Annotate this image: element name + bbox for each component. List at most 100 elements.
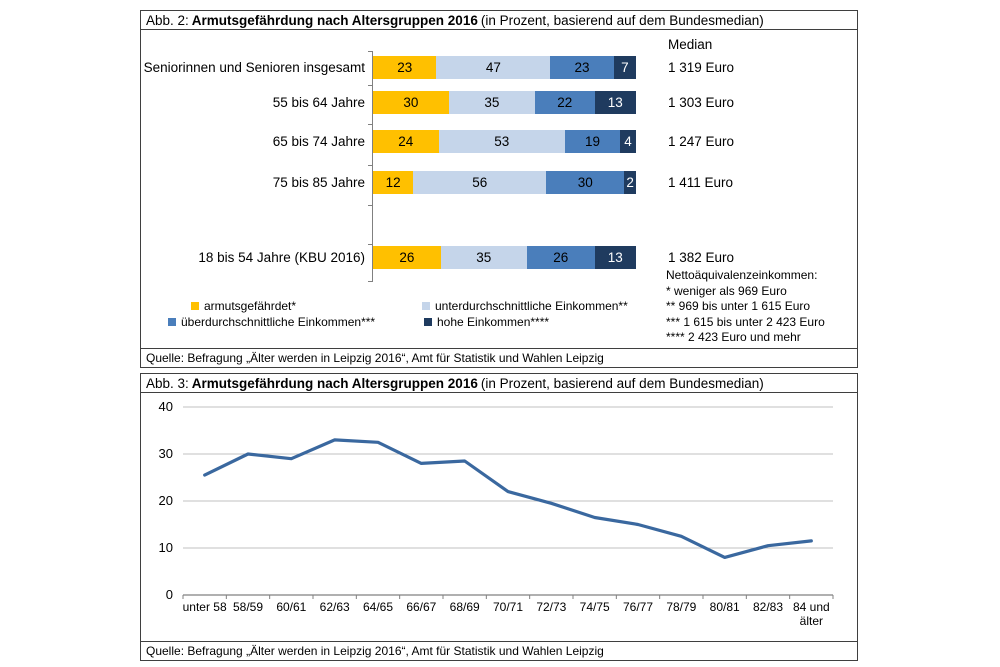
x-tick-label: unter 58 xyxy=(182,600,227,614)
y-tick-label: 20 xyxy=(158,493,173,508)
stacked-bar: 26 35 26 13 xyxy=(373,246,636,269)
bar-segment: 35 xyxy=(440,246,527,269)
bar-axis-tick xyxy=(368,124,373,125)
income-footnotes: Nettoäquivalenzeinkommen: * weniger als … xyxy=(666,268,825,346)
stacked-bar: 23 47 23 7 xyxy=(373,56,637,79)
x-tick-label: 70/71 xyxy=(492,600,524,614)
bar-value-label: 13 xyxy=(607,95,623,110)
bar-value-label: 26 xyxy=(399,250,415,265)
bar-segment: 22 xyxy=(534,91,595,114)
legend-label-unterdurchschnittliche: unterdurchschnittliche Einkommen** xyxy=(435,299,628,313)
figure-3-title: Abb. 3: Armutsgefährdung nach Altersgrupp… xyxy=(141,374,857,393)
footnote-1: * weniger als 969 Euro xyxy=(666,283,787,298)
bar-segment: 23 xyxy=(550,56,614,79)
y-tick-label: 40 xyxy=(158,399,173,414)
bar-value-label: 30 xyxy=(403,95,419,110)
y-tick-label: 10 xyxy=(158,540,173,555)
bar-row: 65 bis 74 Jahre 24 53 19 4 1 247 Euro xyxy=(141,130,857,153)
bar-axis-tick xyxy=(368,165,373,166)
bar-value-label: 23 xyxy=(397,60,413,75)
y-tick-label: 0 xyxy=(165,587,173,602)
bar-axis-tick xyxy=(368,85,373,86)
legend-item-armutsgefaehrdet: armutsgefährdet* xyxy=(191,299,296,313)
bar-value-label: 26 xyxy=(553,250,569,265)
bar-segment: 26 xyxy=(373,246,441,269)
legend-swatch-unterdurchschnittliche-icon xyxy=(422,302,430,310)
bar-segment: 7 xyxy=(613,56,637,79)
figure-2-title-main: Armutsgefährdung nach Altersgruppen 2016 xyxy=(191,13,478,28)
stacked-bar: 30 35 22 13 xyxy=(373,91,636,114)
figure-2-source: Quelle: Befragung „Älter werden in Leipz… xyxy=(141,348,857,367)
x-tick-label: 78/79 xyxy=(666,600,697,614)
bar-value-label: 35 xyxy=(476,250,492,265)
bar-value-label: 13 xyxy=(607,250,623,265)
x-tick-label: 84 und älter xyxy=(792,600,830,628)
bar-segment: 30 xyxy=(373,91,449,114)
bar-axis-tick xyxy=(368,51,373,52)
figure-2-title-prefix: Abb. 2: xyxy=(146,13,189,28)
bar-segment: 4 xyxy=(620,130,636,153)
bar-segment: 12 xyxy=(373,171,414,194)
bar-category-label: Seniorinnen und Senioren insgesamt xyxy=(143,60,365,75)
bar-segment: 24 xyxy=(373,130,439,153)
legend-label-hohe-einkommen: hohe Einkommen**** xyxy=(437,315,550,329)
x-tick-label: 74/75 xyxy=(579,600,610,614)
legend-swatch-armutsgefaehrdet-icon xyxy=(191,302,199,310)
median-value: 1 247 Euro xyxy=(668,134,735,149)
line-chart-svg xyxy=(182,406,834,599)
bar-segment: 56 xyxy=(413,171,547,194)
bar-value-label: 22 xyxy=(557,95,573,110)
figure-2-title: Abb. 2: Armutsgefährdung nach Altersgrupp… xyxy=(141,11,857,30)
bar-segment: 19 xyxy=(565,130,621,153)
figure-3-title-main: Armutsgefährdung nach Altersgruppen 2016 xyxy=(191,376,478,391)
legend-item-ueberdurchschnittliche-einkommen: überdurchschnittliche Einkommen*** xyxy=(168,315,375,329)
x-tick-label: 76/77 xyxy=(622,600,654,614)
x-tick-label: 80/81 xyxy=(709,600,740,614)
x-tick-label: 64/65 xyxy=(362,600,394,614)
legend-label-ueberdurchschnittliche: überdurchschnittliche Einkommen*** xyxy=(181,315,376,329)
bar-value-label: 56 xyxy=(472,175,488,190)
bar-value-label: 19 xyxy=(585,134,601,149)
x-tick-label: 62/63 xyxy=(319,600,350,614)
bar-category-label: 75 bis 85 Jahre xyxy=(272,175,365,190)
footnote-4: **** 2 423 Euro und mehr xyxy=(666,330,801,344)
figure-3-source: Quelle: Befragung „Älter werden in Leipz… xyxy=(141,641,857,660)
bar-category-label: 18 bis 54 Jahre (KBU 2016) xyxy=(198,250,365,265)
bar-axis-tick xyxy=(368,205,373,206)
bar-axis-tick xyxy=(368,281,373,282)
bar-value-label: 2 xyxy=(626,175,634,190)
median-value: 1 382 Euro xyxy=(668,250,735,265)
bar-segment: 26 xyxy=(526,246,595,269)
bar-value-label: 53 xyxy=(494,134,510,149)
stacked-bar: 24 53 19 4 xyxy=(373,130,636,153)
bar-chart-axis xyxy=(372,51,373,281)
legend-swatch-hohe-einkommen-icon xyxy=(424,318,432,326)
bar-value-label: 7 xyxy=(621,60,629,75)
median-value: 1 303 Euro xyxy=(668,95,735,110)
figure-3-title-prefix: Abb. 3: xyxy=(146,376,189,391)
bar-segment: 53 xyxy=(438,130,566,153)
figure-3: Abb. 3: Armutsgefährdung nach Altersgrupp… xyxy=(140,373,858,661)
figure-2-title-suffix: (in Prozent, basierend auf dem Bundesmed… xyxy=(480,13,764,28)
bar-segment: 2 xyxy=(624,171,636,194)
bar-segment: 13 xyxy=(594,246,636,269)
median-column-header: Median xyxy=(668,37,713,52)
bar-row: 75 bis 85 Jahre 12 56 30 2 1 411 Euro xyxy=(141,171,857,194)
bar-category-label: 65 bis 74 Jahre xyxy=(272,134,365,149)
x-tick-label: 68/69 xyxy=(449,600,480,614)
bar-value-label: 24 xyxy=(398,134,414,149)
legend-item-hohe-einkommen: hohe Einkommen**** xyxy=(424,315,549,329)
median-value: 1 319 Euro xyxy=(668,60,735,75)
median-value: 1 411 Euro xyxy=(668,175,734,190)
figure-2: Abb. 2: Armutsgefährdung nach Altersgrupp… xyxy=(140,10,858,368)
legend-swatch-ueberdurchschnittliche-icon xyxy=(168,318,176,326)
bar-value-label: 35 xyxy=(484,95,500,110)
figure-3-title-suffix: (in Prozent, basierend auf dem Bundesmed… xyxy=(480,376,764,391)
bar-value-label: 12 xyxy=(385,175,401,190)
x-tick-label: 82/83 xyxy=(752,600,784,614)
bar-segment: 23 xyxy=(373,56,437,79)
y-tick-label: 30 xyxy=(158,446,173,461)
x-tick-label: 66/67 xyxy=(406,600,437,614)
bar-row: 18 bis 54 Jahre (KBU 2016) 26 35 26 13 1 382 … xyxy=(141,246,857,269)
bar-value-label: 47 xyxy=(485,60,501,75)
